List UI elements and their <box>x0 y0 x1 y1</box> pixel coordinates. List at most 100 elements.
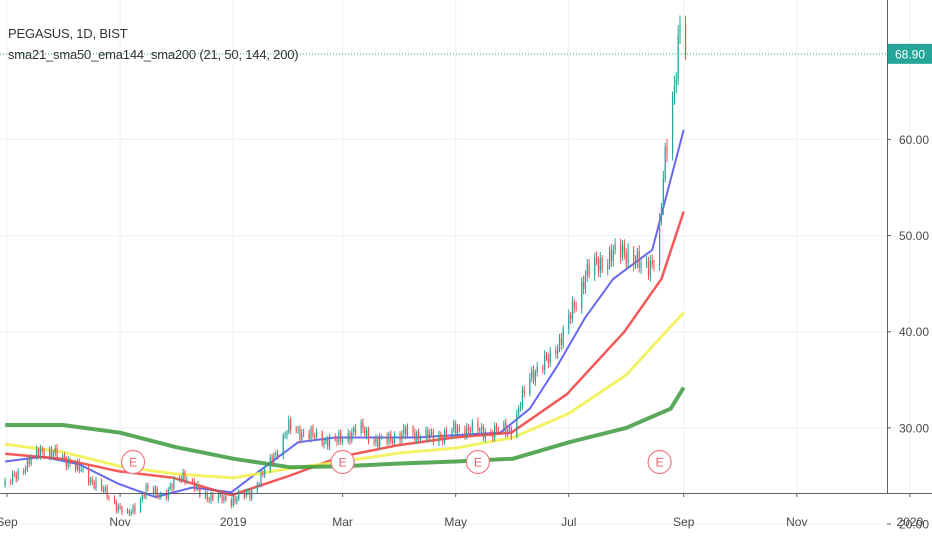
candle <box>647 256 650 280</box>
candle <box>284 431 286 439</box>
candle <box>406 423 409 438</box>
candle <box>10 478 12 485</box>
candle <box>147 482 149 492</box>
candle-body <box>570 314 572 319</box>
x-tick-label: Sep <box>673 515 695 529</box>
symbol-legend[interactable]: PEGASUS, 1D, BIST <box>8 26 128 41</box>
candle <box>660 202 663 226</box>
candle-body <box>518 408 520 414</box>
candle <box>388 431 390 446</box>
candle <box>171 482 173 492</box>
earnings-marker-circle[interactable] <box>120 449 146 475</box>
candle-body <box>139 499 142 512</box>
candle <box>65 455 67 471</box>
candle <box>573 298 575 314</box>
candle-body <box>612 249 614 261</box>
candle <box>636 247 638 269</box>
candle <box>419 435 422 443</box>
candle-body <box>458 427 460 429</box>
candle <box>634 255 637 269</box>
candle <box>392 438 394 448</box>
candle <box>156 486 158 499</box>
candle <box>11 470 14 485</box>
candle <box>625 248 627 269</box>
y-tick-label: 40.00 <box>899 325 929 339</box>
candle <box>182 468 184 483</box>
candle <box>43 447 45 460</box>
last-price-badge[interactable] <box>888 43 932 64</box>
candle <box>453 419 455 433</box>
candle-body <box>634 261 637 266</box>
candle-body <box>555 350 557 354</box>
candle-body <box>597 260 600 272</box>
candle <box>15 471 17 483</box>
candle <box>312 424 314 439</box>
candle-body <box>608 250 611 266</box>
candle <box>121 505 123 516</box>
candle <box>128 509 130 517</box>
candle <box>191 478 193 484</box>
earnings-marker-label: E <box>339 456 347 470</box>
candle-body <box>225 495 227 500</box>
candle <box>165 489 168 501</box>
axes[interactable]: 20.00 30.00 40.00 50.00 60.00 Sep Nov 2019 Mar Ma… <box>0 0 932 532</box>
candle <box>495 422 498 434</box>
candle <box>443 428 446 445</box>
x-tick-label: Nov <box>786 515 807 529</box>
candle-body <box>299 428 301 440</box>
earnings-marker-circle[interactable] <box>330 449 355 475</box>
candle-body <box>273 455 275 464</box>
candle-body <box>243 491 245 497</box>
candle <box>341 438 344 445</box>
candle-body <box>52 453 54 456</box>
candle <box>677 25 679 86</box>
indicator-legend[interactable]: sma21_sma50_ema144_sma200 (21, 50, 144, … <box>8 47 299 62</box>
candle <box>36 445 38 461</box>
candle <box>264 466 266 479</box>
candle <box>243 489 245 500</box>
candle <box>532 365 535 385</box>
candle <box>62 453 64 462</box>
x-tick-label: Sep <box>0 515 18 529</box>
y-tick-label: 20.00 <box>899 518 929 532</box>
candle <box>119 502 121 510</box>
candle-body <box>607 265 609 269</box>
candle-body <box>414 432 416 441</box>
earnings-marker-circle[interactable] <box>465 449 491 475</box>
candle <box>256 481 258 493</box>
candle-body <box>341 440 344 442</box>
candle-body <box>310 428 312 439</box>
candle-body <box>510 428 512 437</box>
candle <box>595 251 598 266</box>
candle-body <box>199 487 201 497</box>
candle-body <box>430 431 433 433</box>
candle <box>621 240 624 261</box>
earnings-marker[interactable]: E <box>120 449 146 475</box>
candle-body <box>37 449 40 457</box>
candle-body <box>208 499 210 501</box>
candle-body <box>544 355 546 370</box>
candle-body <box>269 456 271 470</box>
candle <box>275 450 277 458</box>
candle <box>115 499 117 514</box>
candle <box>505 418 507 438</box>
candle-body <box>503 422 505 431</box>
candle-body <box>393 434 396 444</box>
candle <box>273 452 275 468</box>
candle <box>328 433 331 451</box>
candle-body <box>106 487 108 498</box>
earnings-marker[interactable]: E <box>647 449 672 475</box>
candle-body <box>558 337 561 349</box>
earnings-marker[interactable]: E <box>330 449 355 475</box>
candles <box>4 15 687 517</box>
candle-body <box>328 436 331 447</box>
candle-body <box>236 498 238 502</box>
candle-body <box>620 244 622 258</box>
earnings-marker-circle[interactable] <box>647 449 672 475</box>
candle-body <box>308 433 310 439</box>
candle-body <box>54 447 56 454</box>
candle <box>508 424 511 434</box>
earnings-marker[interactable]: E <box>465 449 491 475</box>
